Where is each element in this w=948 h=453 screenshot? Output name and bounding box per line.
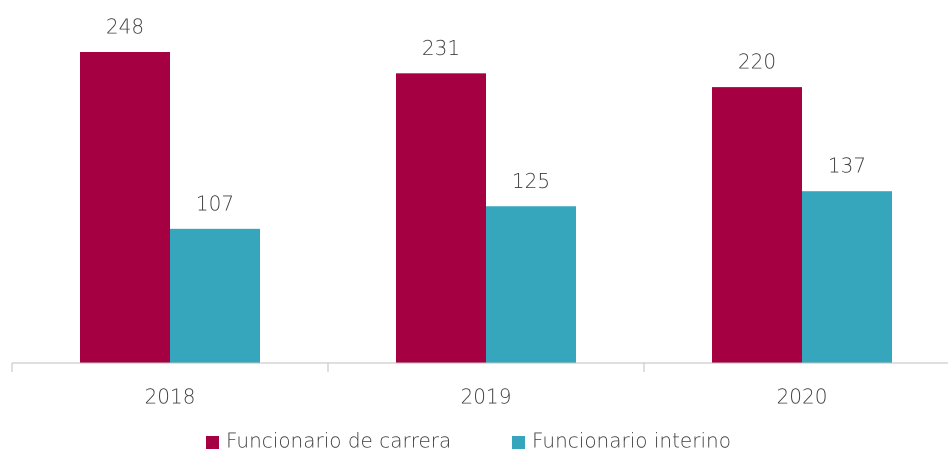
value-label: 107 xyxy=(196,191,234,215)
value-label: 125 xyxy=(512,169,550,193)
legend-label: Funcionario interino xyxy=(532,429,731,453)
bar xyxy=(486,206,576,363)
value-label: 137 xyxy=(828,154,866,178)
bar xyxy=(712,87,802,364)
bar xyxy=(170,228,260,363)
x-tick-label: 2020 xyxy=(777,385,828,409)
x-tick-label: 2018 xyxy=(145,385,196,409)
x-tick-label: 2019 xyxy=(461,385,512,409)
value-label: 231 xyxy=(422,36,460,60)
value-label: 220 xyxy=(738,50,776,74)
legend-label: Funcionario de carrera xyxy=(226,429,451,453)
bar xyxy=(396,73,486,364)
bar xyxy=(802,191,892,363)
bar xyxy=(80,52,170,364)
value-label: 248 xyxy=(106,15,144,39)
legend-swatch xyxy=(512,436,525,449)
legend-swatch xyxy=(206,436,219,449)
